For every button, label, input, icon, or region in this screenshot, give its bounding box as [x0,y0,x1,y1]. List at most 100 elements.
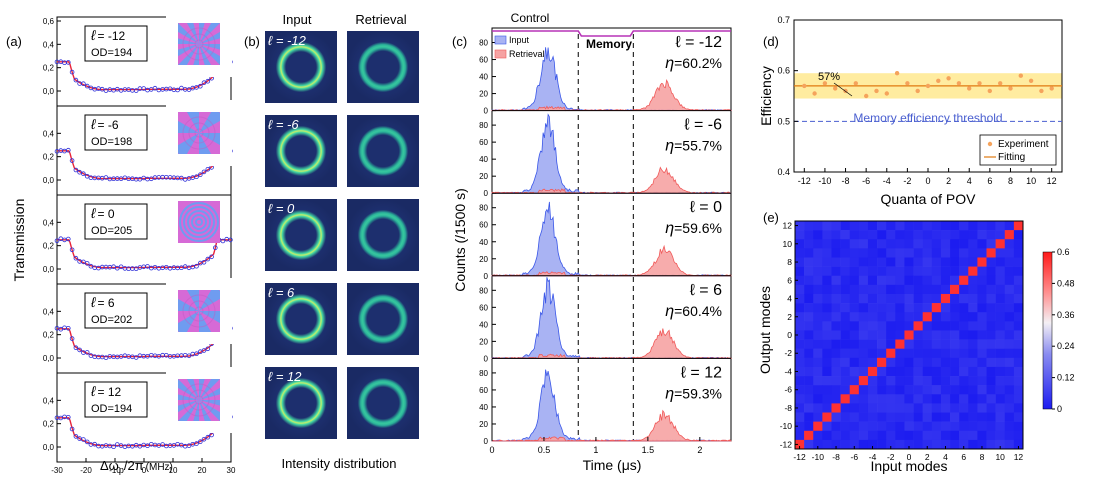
y-tick-label: 40 [479,238,488,247]
matrix-cell [1004,366,1015,377]
matrix-cell [831,394,841,404]
data-point [228,237,233,243]
y-tick-label: 20 [479,172,488,181]
matrix-cell [886,357,896,368]
matrix-cell [804,266,814,277]
matrix-cell [804,385,814,395]
matrix-cell [940,412,951,422]
matrix-cell [795,257,805,267]
matrix-cell [904,376,914,386]
matrix-cell [831,293,841,304]
matrix-cell [968,366,978,377]
matrix-cell [877,339,887,349]
matrix-cell [968,230,978,240]
matrix-cell [831,357,841,368]
matrix-cell [995,339,1006,349]
optical-depth-label: OD=202 [91,314,132,326]
matrix-cell [1013,412,1024,422]
y-tick-label: -12 [780,439,793,449]
x-tick-label: -4 [883,176,891,186]
matrix-cell [804,257,814,267]
matrix-cell [895,221,905,231]
x-tick-label: 6 [961,452,966,462]
intensity-caption: Intensity distribution [282,456,397,471]
matrix-cell [950,357,960,368]
intensity-row: ℓ = -12 [265,31,419,103]
input-image [265,367,337,439]
matrix-cell [922,439,933,450]
matrix-cell [950,303,960,313]
colorbar-tick-label: 0.6 [1057,247,1070,257]
matrix-cell [1013,303,1024,313]
matrix-cell [904,221,914,231]
matrix-cell [950,403,960,413]
matrix-cell [858,312,869,322]
matrix-cell [877,275,887,286]
matrix-cell [904,275,914,286]
matrix-cell [913,257,923,267]
matrix-cell [849,376,860,386]
legend-input-swatch [494,35,507,45]
phase-mask [166,421,232,433]
matrix-cell [886,366,896,377]
matrix-cell [913,376,923,386]
data-point [73,434,79,439]
data-point [81,81,86,86]
matrix-cell [813,412,823,422]
experiment-point [802,83,807,89]
matrix-cell [959,230,969,240]
memory-label: Memory [586,37,632,51]
matrix-cell [858,221,869,231]
phase-mask [220,112,232,154]
matrix-cell [804,284,814,295]
matrix-cell [849,248,860,258]
matrix-cell [995,257,1006,267]
matrix-cell [858,385,869,395]
data-point [201,436,207,442]
data-point [205,256,211,262]
ell-label: ℓ = 12 [681,364,722,381]
matrix-cell [922,248,933,258]
matrix-cell [931,421,942,432]
y-tick-label: 0,0 [43,87,55,96]
matrix-cell [950,394,960,404]
phase-mask [220,290,232,332]
matrix-cell [968,312,978,322]
intensity-row: ℓ = 6 [265,283,419,355]
data-point [152,85,158,91]
y-tick-label: 20 [479,255,488,264]
matrix-cell [831,385,841,395]
matrix-cell [831,421,841,432]
matrix-cell [904,312,914,322]
matrix-cell [1013,284,1024,295]
matrix-cell [877,412,887,422]
matrix-cell [877,421,887,432]
matrix-cell [940,348,951,359]
matrix-cell [831,239,841,249]
matrix-cell [995,421,1006,432]
histogram-row: 0 20 40 60 80 ℓ = 12 η=59.3% [479,357,732,446]
data-point [201,80,207,85]
histogram-row: 0 20 40 60 80 ℓ = -12 η=60.2% [479,34,733,116]
matrix-cell [986,348,996,359]
matrix-cell [977,284,987,295]
matrix-cell [867,439,878,450]
matrix-cell [940,230,951,240]
experiment-point [884,91,889,96]
matrix-cell [877,366,887,377]
matrix-cell [813,366,823,377]
matrix-cell [795,275,805,286]
data-point [175,87,180,93]
panel-e: (e) -12 -10 -8 -6 -4 -2 0 2 4 6 8 10 12 12 10 8 6 4 2 0 -2 -4… [757,210,1075,474]
matrix-cell [995,293,1006,304]
matrix-cell [922,394,933,404]
matrix-cell [950,275,960,286]
matrix-cell [931,266,942,277]
matrix-cell [849,366,860,377]
retrieval-histogram [491,328,733,359]
matrix-cell [822,257,832,267]
x-tick-label: 6 [987,176,992,186]
x-tick-label: 0 [925,176,930,186]
matrix-cell [995,266,1006,277]
matrix-cell [940,357,951,368]
